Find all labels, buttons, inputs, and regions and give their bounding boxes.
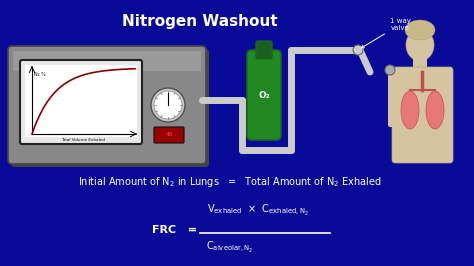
FancyBboxPatch shape <box>154 127 184 143</box>
Ellipse shape <box>406 29 434 61</box>
Text: FRC   =: FRC = <box>153 225 198 235</box>
Text: 1 way
valve: 1 way valve <box>361 18 410 48</box>
Ellipse shape <box>401 91 419 129</box>
FancyBboxPatch shape <box>20 60 142 144</box>
Ellipse shape <box>405 20 435 40</box>
FancyBboxPatch shape <box>256 41 272 59</box>
Circle shape <box>151 88 185 122</box>
FancyBboxPatch shape <box>25 65 137 137</box>
Text: Initial Amount of N$_2$ in Lungs   =   Total Amount of N$_2$ Exhaled: Initial Amount of N$_2$ in Lungs = Total… <box>78 175 382 189</box>
Circle shape <box>353 45 363 55</box>
Ellipse shape <box>426 91 444 129</box>
FancyBboxPatch shape <box>388 73 406 127</box>
FancyBboxPatch shape <box>392 67 453 163</box>
Text: 48: 48 <box>165 132 173 138</box>
Text: Total Volume Exhaled: Total Volume Exhaled <box>62 138 105 142</box>
Text: Nitrogen Washout: Nitrogen Washout <box>122 14 278 29</box>
FancyBboxPatch shape <box>247 50 281 140</box>
FancyBboxPatch shape <box>13 51 201 71</box>
Text: N₂ %: N₂ % <box>34 72 46 77</box>
FancyBboxPatch shape <box>11 49 209 167</box>
FancyBboxPatch shape <box>8 46 206 164</box>
Circle shape <box>385 65 395 75</box>
Text: C$_{\mathregular{alveolar,N_2}}$: C$_{\mathregular{alveolar,N_2}}$ <box>206 240 254 255</box>
Circle shape <box>154 91 182 119</box>
Text: V$_{\mathregular{exhaled}}$  ×  C$_{\mathregular{exhaled,N_2}}$: V$_{\mathregular{exhaled}}$ × C$_{\mathr… <box>207 203 309 218</box>
FancyBboxPatch shape <box>413 58 427 72</box>
Text: O₂: O₂ <box>258 90 270 99</box>
